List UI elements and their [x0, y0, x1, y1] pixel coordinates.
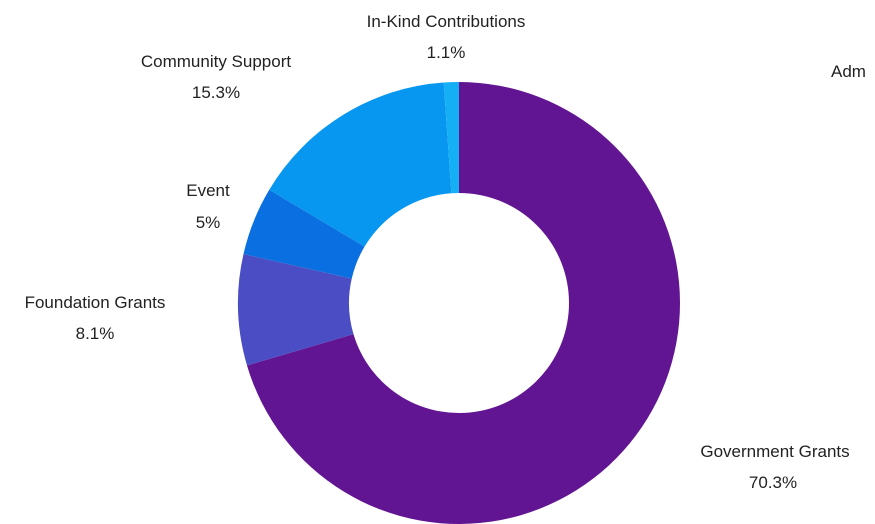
slice-in-kind-contributions: [443, 82, 459, 194]
slice-government-grants: [247, 82, 680, 524]
slices-group: [238, 82, 680, 524]
slice-community-support: [269, 82, 452, 247]
label-government-grants-name: Government Grants: [700, 442, 849, 461]
label-event-value: 5%: [196, 213, 221, 232]
label-in-kind-contributions-value: 1.1%: [427, 43, 466, 62]
label-in-kind-contributions-name: In-Kind Contributions: [367, 12, 526, 31]
label-event-name: Event: [186, 181, 230, 200]
label-community-support-value: 15.3%: [192, 83, 240, 102]
label-foundation-grants-value: 8.1%: [76, 324, 115, 343]
label-administration-partial: Adm: [831, 62, 866, 81]
label-government-grants-value: 70.3%: [749, 473, 797, 492]
slice-foundation-grants: [238, 254, 354, 366]
slice-event: [243, 189, 365, 279]
label-community-support-name: Community Support: [141, 52, 292, 71]
label-foundation-grants-name: Foundation Grants: [25, 293, 166, 312]
